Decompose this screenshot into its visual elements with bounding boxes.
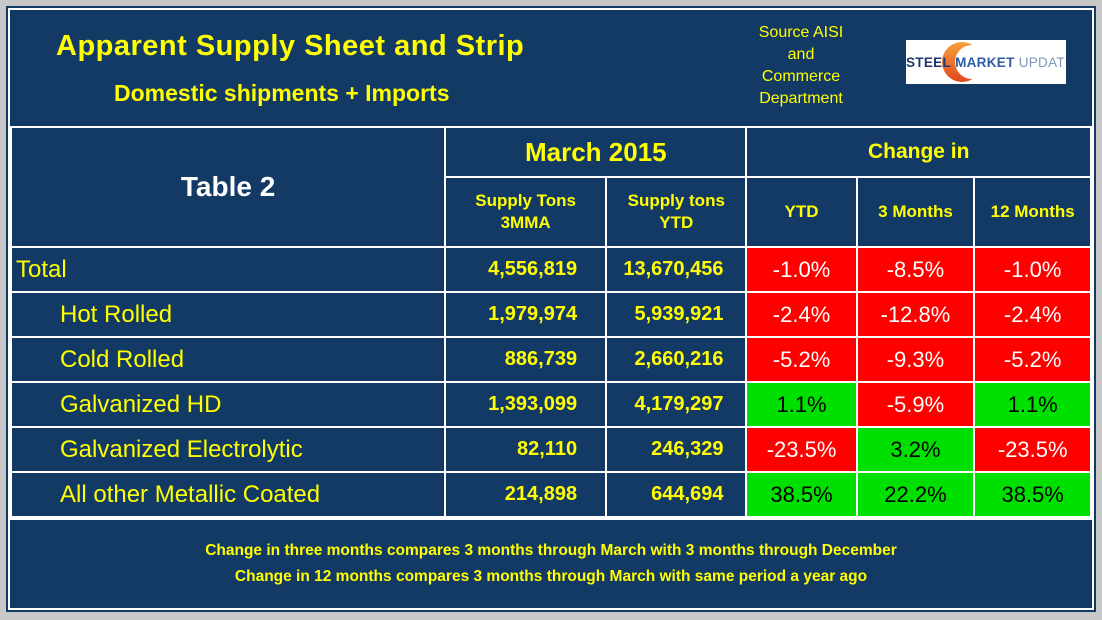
page-subtitle: Domestic shipments + Imports [114, 80, 450, 106]
table-corner-label: Table 2 [10, 126, 447, 248]
table-group-header-row: Table 2 March 2015 Change in [10, 126, 1092, 248]
table-row-hot-rolled: Hot Rolled 1,979,974 5,939,921 -2.4% -12… [10, 291, 1092, 338]
change-group-header: Change in [745, 126, 1092, 178]
supply-ytd-value: 5,939,921 [605, 291, 748, 338]
slide: Apparent Supply Sheet and Strip Domestic… [6, 6, 1096, 612]
footnotes: Change in three months compares 3 months… [10, 518, 1092, 608]
supply-3mma-value: 214,898 [444, 471, 608, 518]
table-row-total: Total 4,556,819 13,670,456 -1.0% -8.5% -… [10, 246, 1092, 293]
ytd-change-cell: -5.2% [745, 336, 858, 383]
12-months-change-cell: -1.0% [973, 246, 1092, 293]
supply-3mma-value: 1,393,099 [444, 381, 608, 428]
row-label: Galvanized Electrolytic [10, 426, 447, 473]
3-months-change-cell: -8.5% [855, 246, 976, 293]
ytd-change-cell: 38.5% [745, 471, 858, 518]
3-months-change-cell: -9.3% [855, 336, 976, 383]
supply-ytd-value: 2,660,216 [605, 336, 748, 383]
table-row-galvanized-hd: Galvanized HD 1,393,099 4,179,297 1.1% -… [10, 381, 1092, 428]
logo-word-steel: STEEL [906, 54, 952, 70]
month-group-header: March 2015 [444, 126, 748, 178]
supply-3mma-value: 886,739 [444, 336, 608, 383]
12-months-change-cell: -5.2% [973, 336, 1092, 383]
steel-market-update-logo: STEEL MARKET UPDATE [906, 40, 1066, 84]
supply-3mma-value: 4,556,819 [444, 246, 608, 293]
logo-word-update: UPDATE [1018, 54, 1066, 70]
12-months-change-cell: 1.1% [973, 381, 1092, 428]
row-label: Total [10, 246, 447, 293]
column-header-12-months-change: 12 Months [973, 176, 1092, 248]
logo-word-market: MARKET [955, 54, 1015, 70]
page-title: Apparent Supply Sheet and Strip [56, 30, 525, 62]
supply-3mma-value: 1,979,974 [444, 291, 608, 338]
table-row-all-other-metallic-coated: All other Metallic Coated 214,898 644,69… [10, 471, 1092, 518]
table-column-header-row: Supply Tons 3MMA Supply tons YTD YTD 3 M… [11, 176, 1092, 248]
supply-ytd-value: 644,694 [605, 471, 748, 518]
column-header-supply-ytd: Supply tons YTD [605, 176, 748, 248]
supply-3mma-value: 82,110 [444, 426, 608, 473]
row-label: All other Metallic Coated [10, 471, 447, 518]
12-months-change-cell: -2.4% [973, 291, 1092, 338]
ytd-change-cell: 1.1% [745, 381, 858, 428]
supply-ytd-value: 246,329 [605, 426, 748, 473]
ytd-change-cell: -23.5% [745, 426, 858, 473]
table-row-cold-rolled: Cold Rolled 886,739 2,660,216 -5.2% -9.3… [10, 336, 1092, 383]
table-row-galvanized-electrolytic: Galvanized Electrolytic 82,110 246,329 -… [10, 426, 1092, 473]
logo-text: STEEL MARKET UPDATE [906, 55, 1066, 70]
title-block: Apparent Supply Sheet and Strip Domestic… [10, 10, 706, 126]
supply-table: Table 2 March 2015 Change in Supply Tons… [10, 126, 1092, 518]
row-label: Galvanized HD [10, 381, 447, 428]
column-header-3-months-change: 3 Months [855, 176, 976, 248]
row-label: Hot Rolled [10, 291, 447, 338]
ytd-change-cell: -2.4% [745, 291, 858, 338]
3-months-change-cell: -12.8% [855, 291, 976, 338]
crescent-icon [942, 42, 982, 82]
12-months-change-cell: 38.5% [973, 471, 1092, 518]
footnote-3-months: Change in three months compares 3 months… [205, 542, 897, 559]
3-months-change-cell: 3.2% [855, 426, 976, 473]
row-label: Cold Rolled [10, 336, 447, 383]
column-header-supply-3mma: Supply Tons 3MMA [444, 176, 608, 248]
3-months-change-cell: 22.2% [855, 471, 976, 518]
footnote-12-months: Change in 12 months compares 3 months th… [234, 568, 868, 585]
title-band: Apparent Supply Sheet and Strip Domestic… [10, 10, 1092, 126]
source-note: Source AISI and Commerce Department [758, 24, 844, 107]
3-months-change-cell: -5.9% [855, 381, 976, 428]
12-months-change-cell: -23.5% [973, 426, 1092, 473]
supply-ytd-value: 4,179,297 [605, 381, 748, 428]
supply-ytd-value: 13,670,456 [605, 246, 748, 293]
column-header-ytd-change: YTD [745, 176, 858, 248]
ytd-change-cell: -1.0% [745, 246, 858, 293]
